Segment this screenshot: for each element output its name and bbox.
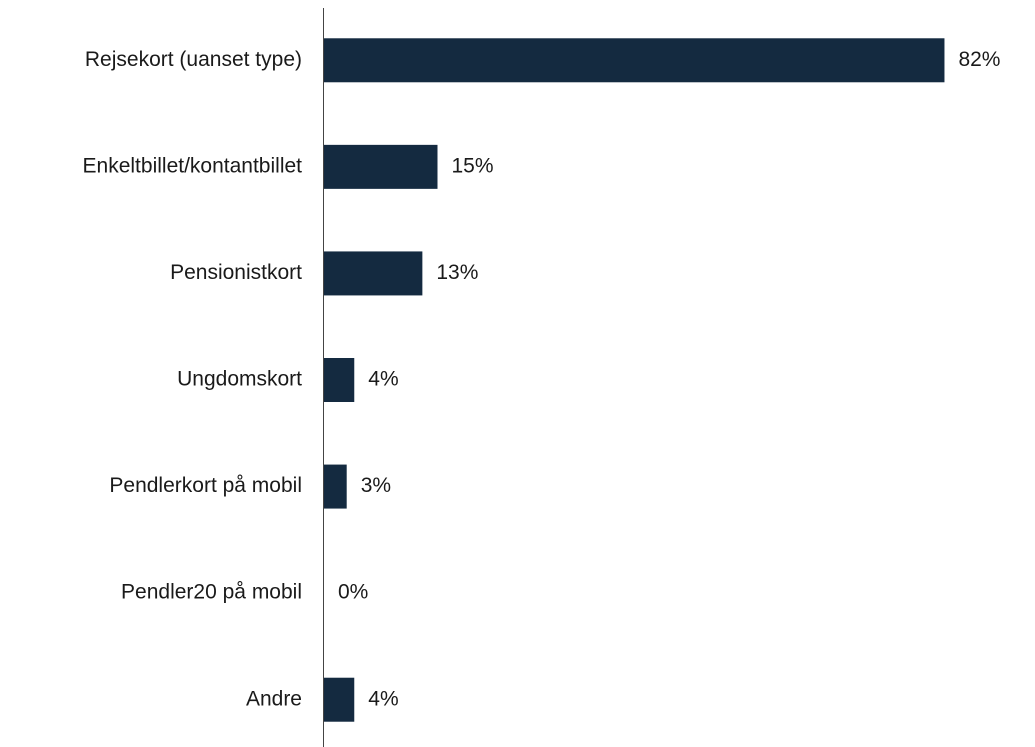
value-label: 3% [361, 474, 391, 497]
value-label: 4% [368, 368, 398, 391]
value-label: 15% [452, 154, 494, 177]
category-label: Andre [246, 687, 302, 710]
bar [324, 144, 438, 189]
bar [324, 38, 945, 83]
bar [324, 358, 355, 402]
bar [324, 677, 355, 722]
category-label: Pendlerkort på mobil [109, 474, 302, 497]
category-label: Rejsekort (uanset type) [85, 48, 302, 71]
value-label: 0% [338, 581, 368, 604]
bar [324, 464, 347, 509]
category-label: Pendler20 på mobil [121, 581, 302, 604]
value-label: 13% [436, 261, 478, 284]
value-label: 4% [368, 687, 398, 710]
value-label: 82% [958, 48, 1000, 71]
category-label: Ungdomskort [177, 368, 302, 391]
category-label: Pensionistkort [170, 261, 302, 284]
bar [324, 251, 423, 296]
category-label: Enkeltbillet/kontantbillet [83, 154, 303, 177]
